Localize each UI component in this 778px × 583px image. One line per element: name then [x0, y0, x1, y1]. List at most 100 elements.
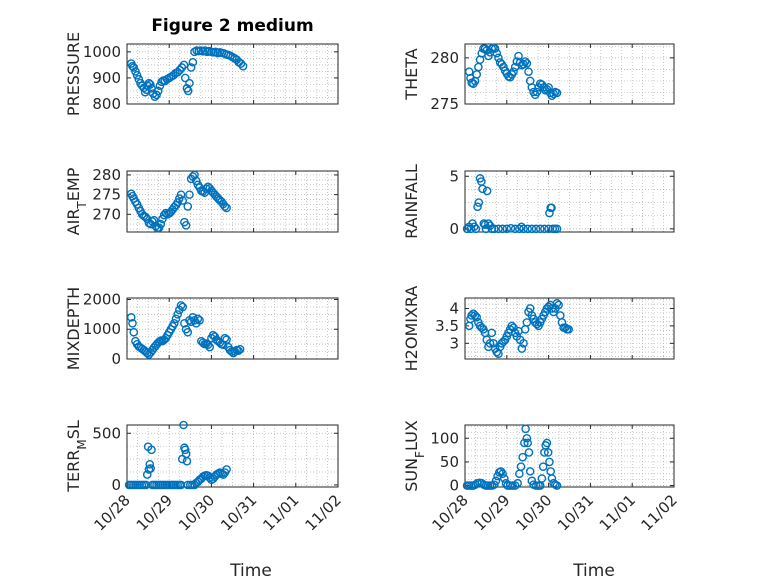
- data-point: [198, 338, 208, 347]
- data-point: [132, 71, 142, 80]
- data-point: [489, 339, 498, 348]
- data-point: [537, 474, 547, 483]
- x-tick-label: 11/01: [259, 491, 302, 534]
- data-point: [524, 448, 534, 457]
- data-point: [173, 310, 182, 319]
- data-point: [545, 208, 554, 218]
- axes-box: [126, 43, 339, 105]
- x-tick-label: 10/30: [175, 491, 218, 534]
- y-tick-label: 50: [440, 453, 459, 471]
- data-point: [134, 74, 144, 84]
- data-point: [185, 78, 194, 88]
- subplot-6: 33.54 H2OMIXRA: [402, 286, 675, 371]
- data-point: [532, 87, 542, 97]
- data-point: [505, 481, 515, 490]
- data-point: [181, 221, 191, 230]
- data-point: [180, 445, 190, 455]
- y-tick-label: 1000: [83, 320, 121, 338]
- data-point: [506, 224, 516, 233]
- data-point: [156, 219, 166, 229]
- x-tick-label: 11/02: [302, 491, 345, 534]
- data-point: [220, 202, 230, 211]
- x-tick-label: 11/01: [596, 491, 639, 534]
- data-point: [490, 44, 500, 53]
- figure-title: Figure 2 medium: [151, 16, 313, 36]
- data-point: [152, 90, 161, 100]
- axes-box: [126, 297, 339, 360]
- data-point: [525, 467, 535, 476]
- data-point: [522, 433, 532, 443]
- x-axis-label-left: Time: [229, 561, 272, 581]
- data-point: [502, 224, 512, 234]
- data-point: [542, 438, 552, 448]
- data-point: [508, 481, 517, 490]
- data-point: [509, 67, 518, 76]
- y-tick-label: 275: [430, 95, 459, 113]
- y-axis-label: RAINFALL: [402, 164, 421, 239]
- data-point: [492, 48, 502, 58]
- data-point: [147, 445, 156, 455]
- data-point: [496, 467, 506, 476]
- x-tick-label: 10/28: [91, 491, 134, 534]
- data-point: [522, 59, 532, 68]
- y-axis-label: SUNFLUX: [402, 420, 427, 492]
- y-tick-label: 280: [430, 49, 459, 67]
- subplot-2: 275 280 THETA: [402, 43, 675, 113]
- data-point: [523, 438, 533, 448]
- data-point: [552, 481, 562, 490]
- data-point: [494, 224, 503, 234]
- x-tick-label: 10/31: [554, 491, 597, 534]
- data-point: [547, 203, 556, 213]
- y-axis-label: THETA: [402, 48, 421, 100]
- data-point: [183, 86, 193, 96]
- data-point: [131, 67, 140, 76]
- axes-box: [464, 424, 675, 488]
- data-point: [126, 313, 136, 322]
- y-tick-label: 270: [92, 205, 121, 223]
- data-point: [531, 481, 541, 490]
- data-point: [485, 339, 495, 348]
- data-point: [153, 86, 163, 96]
- data-point: [520, 438, 529, 448]
- data-point: [538, 462, 548, 471]
- data-point: [146, 464, 155, 473]
- data-point: [543, 448, 553, 457]
- y-tick-label: 0: [111, 350, 121, 368]
- data-point: [177, 63, 187, 72]
- data-point: [182, 456, 192, 466]
- data-point: [564, 325, 573, 334]
- data-point: [176, 190, 186, 199]
- y-axis-label: PRESSURE: [64, 32, 83, 116]
- data-point: [128, 318, 137, 328]
- data-point: [531, 224, 541, 234]
- data-point: [487, 328, 497, 338]
- data-point: [472, 312, 482, 322]
- y-tick-label: 5: [449, 167, 459, 185]
- data-point: [470, 311, 480, 320]
- data-point: [482, 186, 492, 196]
- data-point: [178, 196, 188, 205]
- y-tick-label: 3: [449, 334, 459, 352]
- axes-box: [126, 170, 339, 233]
- data-point: [176, 301, 186, 310]
- data-point: [467, 311, 476, 320]
- data-point: [154, 337, 164, 347]
- data-point: [183, 327, 193, 337]
- axes-box: [464, 170, 675, 233]
- y-tick-label: 2000: [83, 290, 121, 308]
- data-point: [510, 481, 520, 490]
- data-point: [230, 347, 240, 356]
- data-point: [478, 184, 487, 194]
- data-point: [499, 474, 509, 483]
- data-point: [190, 170, 199, 180]
- data-point: [188, 57, 198, 67]
- data-point: [236, 59, 246, 68]
- data-point: [523, 224, 533, 234]
- axes-box: [464, 297, 675, 360]
- data-point: [173, 67, 182, 77]
- data-point: [473, 202, 482, 212]
- data-point: [141, 480, 151, 490]
- y-tick-label: 4: [449, 299, 459, 317]
